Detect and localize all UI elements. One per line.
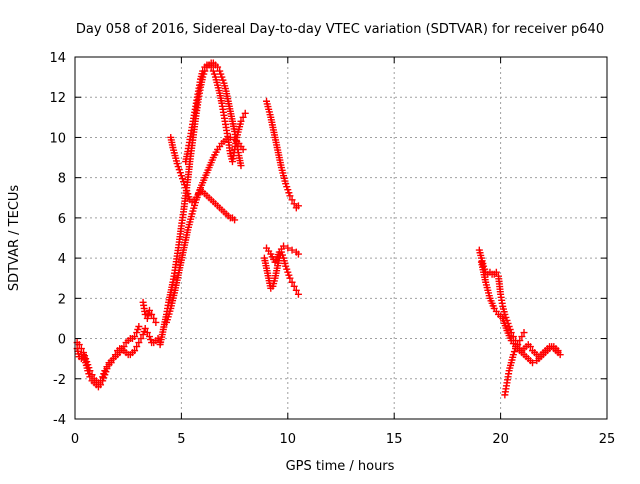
- data-point: [518, 333, 526, 341]
- data-point: [103, 363, 111, 371]
- data-point: [556, 351, 564, 359]
- x-tick-label: 20: [492, 432, 509, 447]
- x-tick-label: 15: [386, 432, 403, 447]
- data-point: [294, 290, 302, 298]
- data-point: [148, 310, 156, 318]
- data-point: [145, 306, 153, 314]
- axis-ticks: 0 5 10 15 20 25 -4 -2 0 2 4 6 8 10 12 14: [49, 51, 615, 447]
- data-point: [294, 202, 302, 210]
- data-point: [237, 117, 245, 125]
- y-tick-label: 10: [49, 131, 66, 146]
- data-point: [116, 349, 124, 357]
- x-tick-label: 25: [599, 432, 616, 447]
- data-point: [194, 190, 202, 198]
- data-point: [288, 196, 296, 204]
- data-point: [239, 146, 247, 154]
- data-point: [284, 244, 292, 252]
- data-point: [150, 314, 158, 322]
- data-point: [143, 329, 151, 337]
- data-point: [192, 194, 200, 202]
- data-point: [492, 268, 500, 276]
- data-point: [214, 63, 222, 71]
- data-point: [101, 367, 109, 375]
- data-point: [133, 343, 141, 351]
- data-point: [237, 162, 245, 170]
- data-points: [73, 59, 564, 399]
- data-point: [131, 333, 139, 341]
- data-point: [290, 200, 298, 208]
- data-point: [77, 345, 85, 353]
- data-point: [137, 335, 145, 343]
- y-tick-label: 2: [58, 292, 66, 307]
- data-point: [280, 242, 288, 250]
- data-point: [526, 343, 534, 351]
- data-point: [135, 339, 143, 347]
- x-tick-label: 5: [177, 432, 185, 447]
- data-point: [239, 113, 247, 121]
- data-point: [152, 318, 160, 326]
- y-tick-label: 8: [58, 172, 66, 187]
- y-tick-label: 0: [58, 333, 66, 348]
- data-point: [231, 216, 239, 224]
- grid-lines: [75, 57, 607, 419]
- y-tick-label: 6: [58, 212, 66, 227]
- data-point: [292, 286, 300, 294]
- data-point: [288, 278, 296, 286]
- data-point: [286, 274, 294, 282]
- data-point: [290, 282, 298, 290]
- data-point: [516, 337, 524, 345]
- data-point: [88, 371, 96, 379]
- y-tick-label: 14: [49, 51, 66, 66]
- data-point: [97, 377, 105, 385]
- x-tick-label: 0: [71, 432, 79, 447]
- data-point: [120, 343, 128, 351]
- data-point: [135, 322, 143, 330]
- y-tick-label: -4: [53, 413, 66, 428]
- y-tick-label: 4: [58, 252, 66, 267]
- data-point: [546, 345, 554, 353]
- data-point: [75, 341, 83, 349]
- plot-frame: [74, 56, 608, 420]
- x-axis-label: GPS time / hours: [286, 459, 395, 474]
- y-axis-label: SDTVAR / TECUs: [7, 185, 22, 292]
- y-tick-label: 12: [49, 91, 66, 106]
- y-tick-label: -2: [53, 373, 66, 388]
- data-point: [554, 347, 562, 355]
- x-tick-label: 10: [280, 432, 297, 447]
- data-point: [288, 246, 296, 254]
- data-point: [207, 63, 215, 71]
- data-point: [529, 359, 537, 367]
- data-point: [509, 333, 517, 341]
- chart-title: Day 058 of 2016, Sidereal Day-to-day VTE…: [76, 22, 604, 37]
- data-point: [511, 345, 519, 353]
- data-point: [294, 250, 302, 258]
- data-point: [86, 367, 94, 375]
- data-point: [520, 329, 528, 337]
- data-point: [154, 335, 162, 343]
- data-point: [514, 341, 522, 349]
- data-point: [131, 347, 139, 355]
- data-point: [286, 192, 294, 200]
- data-point: [141, 325, 149, 332]
- data-point: [241, 109, 249, 117]
- data-point: [199, 67, 207, 75]
